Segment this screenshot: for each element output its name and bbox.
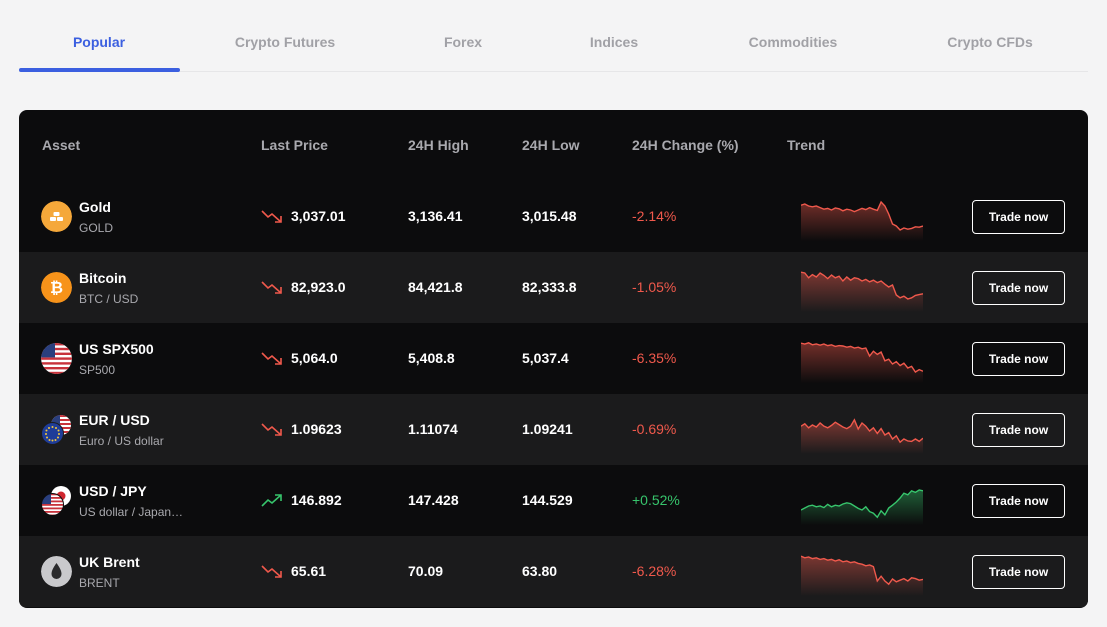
markets-table: Asset Last Price 24H High 24H Low 24H Ch…	[19, 110, 1088, 608]
24h-high: 5,408.8	[408, 350, 455, 366]
table-header: Asset Last Price 24H High 24H Low 24H Ch…	[19, 110, 1088, 181]
sparkline-line	[801, 418, 923, 444]
asset-symbol: SP500	[79, 363, 116, 377]
svg-text:₿: ₿	[50, 278, 63, 297]
24h-low: 1.09241	[522, 421, 573, 437]
table-row[interactable]: USD / JPY US dollar / Japan… 146.892 147…	[19, 465, 1088, 536]
24h-low: 63.80	[522, 563, 558, 579]
trend-sparkline	[801, 342, 923, 383]
24h-high: 84,421.8	[408, 279, 463, 295]
asset-name: US SPX500	[79, 341, 154, 357]
eu-us-flags-icon	[41, 414, 72, 445]
tab-commodities[interactable]: Commodities	[748, 34, 838, 50]
sparkline-line	[801, 555, 923, 586]
market-tabs: Popular Crypto Futures Forex Indices Com…	[19, 0, 1088, 72]
asset-name: Bitcoin	[79, 270, 127, 286]
trend-down-icon	[261, 565, 282, 578]
tab-crypto-futures[interactable]: Crypto Futures	[234, 34, 336, 50]
last-price: 65.61	[291, 563, 327, 579]
trend-down-icon	[261, 423, 282, 436]
24h-high: 70.09	[408, 563, 444, 579]
asset-name: UK Brent	[79, 554, 140, 570]
trend-sparkline	[801, 271, 923, 312]
last-price: 3,037.01	[291, 208, 346, 224]
asset-symbol: BTC / USD	[79, 292, 139, 306]
asset-name: USD / JPY	[79, 483, 147, 499]
24h-low: 5,037.4	[522, 350, 569, 366]
trend-up-icon	[261, 494, 282, 507]
tab-forex[interactable]: Forex	[443, 34, 483, 50]
asset-name: Gold	[79, 199, 111, 215]
trade-now-button[interactable]: Trade now	[972, 271, 1065, 305]
24h-change: -6.28%	[632, 563, 677, 579]
trade-now-button[interactable]: Trade now	[972, 200, 1065, 234]
24h-high: 147.428	[408, 492, 459, 508]
24h-high: 3,136.41	[408, 208, 463, 224]
trade-now-button[interactable]: Trade now	[972, 484, 1065, 518]
sparkline-area	[801, 272, 923, 312]
tab-indices[interactable]: Indices	[589, 34, 639, 50]
sparkline-area	[801, 202, 923, 241]
trend-down-icon	[261, 210, 282, 223]
trend-sparkline	[801, 555, 923, 596]
24h-change: -1.05%	[632, 279, 677, 295]
asset-name: EUR / USD	[79, 412, 150, 428]
sparkline-line	[801, 342, 923, 373]
trade-now-button[interactable]: Trade now	[972, 342, 1065, 376]
24h-change: +0.52%	[632, 492, 680, 508]
sparkline-area	[801, 419, 923, 454]
last-price: 5,064.0	[291, 350, 338, 366]
24h-change: -6.35%	[632, 350, 677, 366]
asset-symbol: Euro / US dollar	[79, 434, 164, 448]
trend-sparkline	[801, 489, 923, 525]
active-tab-indicator	[19, 68, 180, 72]
trade-now-button[interactable]: Trade now	[972, 413, 1065, 447]
header-24h-change: 24H Change (%)	[632, 137, 739, 153]
table-row[interactable]: ₿ Bitcoin BTC / USD 82,923.0 84,421.8 82…	[19, 252, 1088, 323]
tab-popular[interactable]: Popular	[72, 34, 126, 50]
header-asset: Asset	[42, 137, 81, 153]
asset-symbol: US dollar / Japan…	[79, 505, 184, 519]
trade-now-button[interactable]: Trade now	[972, 555, 1065, 589]
sparkline-area	[801, 556, 923, 596]
table-row[interactable]: UK Brent BRENT 65.61 70.09 63.80 -6.28% …	[19, 536, 1088, 607]
header-24h-high: 24H High	[408, 137, 469, 153]
table-row[interactable]: Gold GOLD 3,037.01 3,136.41 3,015.48 -2.…	[19, 181, 1088, 252]
last-price: 1.09623	[291, 421, 342, 437]
24h-change: -0.69%	[632, 421, 677, 437]
trend-down-icon	[261, 281, 282, 294]
asset-symbol: BRENT	[79, 576, 120, 590]
trend-sparkline	[801, 418, 923, 454]
24h-low: 3,015.48	[522, 208, 577, 224]
sparkline-area	[801, 342, 923, 383]
header-trend: Trend	[787, 137, 826, 153]
tab-crypto-cfds[interactable]: Crypto CFDs	[947, 34, 1033, 50]
24h-low: 144.529	[522, 492, 573, 508]
24h-high: 1.11074	[408, 421, 458, 437]
trend-down-icon	[261, 352, 282, 365]
header-24h-low: 24H Low	[522, 137, 580, 153]
table-row[interactable]: EUR / USD Euro / US dollar 1.09623 1.110…	[19, 394, 1088, 465]
asset-symbol: GOLD	[79, 221, 114, 235]
oil-drop-icon	[41, 556, 72, 587]
last-price: 146.892	[291, 492, 342, 508]
us-flag-icon	[41, 343, 72, 374]
24h-change: -2.14%	[632, 208, 677, 224]
table-row[interactable]: US SPX500 SP500 5,064.0 5,408.8 5,037.4 …	[19, 323, 1088, 394]
sparkline-area	[801, 490, 923, 525]
sparkline-line	[801, 271, 923, 300]
header-last-price: Last Price	[261, 137, 328, 153]
gold-bars-icon	[41, 201, 72, 232]
bitcoin-icon: ₿	[41, 272, 72, 303]
last-price: 82,923.0	[291, 279, 346, 295]
sparkline-line	[801, 489, 923, 519]
sparkline-line	[801, 200, 923, 231]
24h-low: 82,333.8	[522, 279, 577, 295]
us-jp-flags-icon	[41, 485, 72, 516]
trend-sparkline	[801, 200, 923, 241]
